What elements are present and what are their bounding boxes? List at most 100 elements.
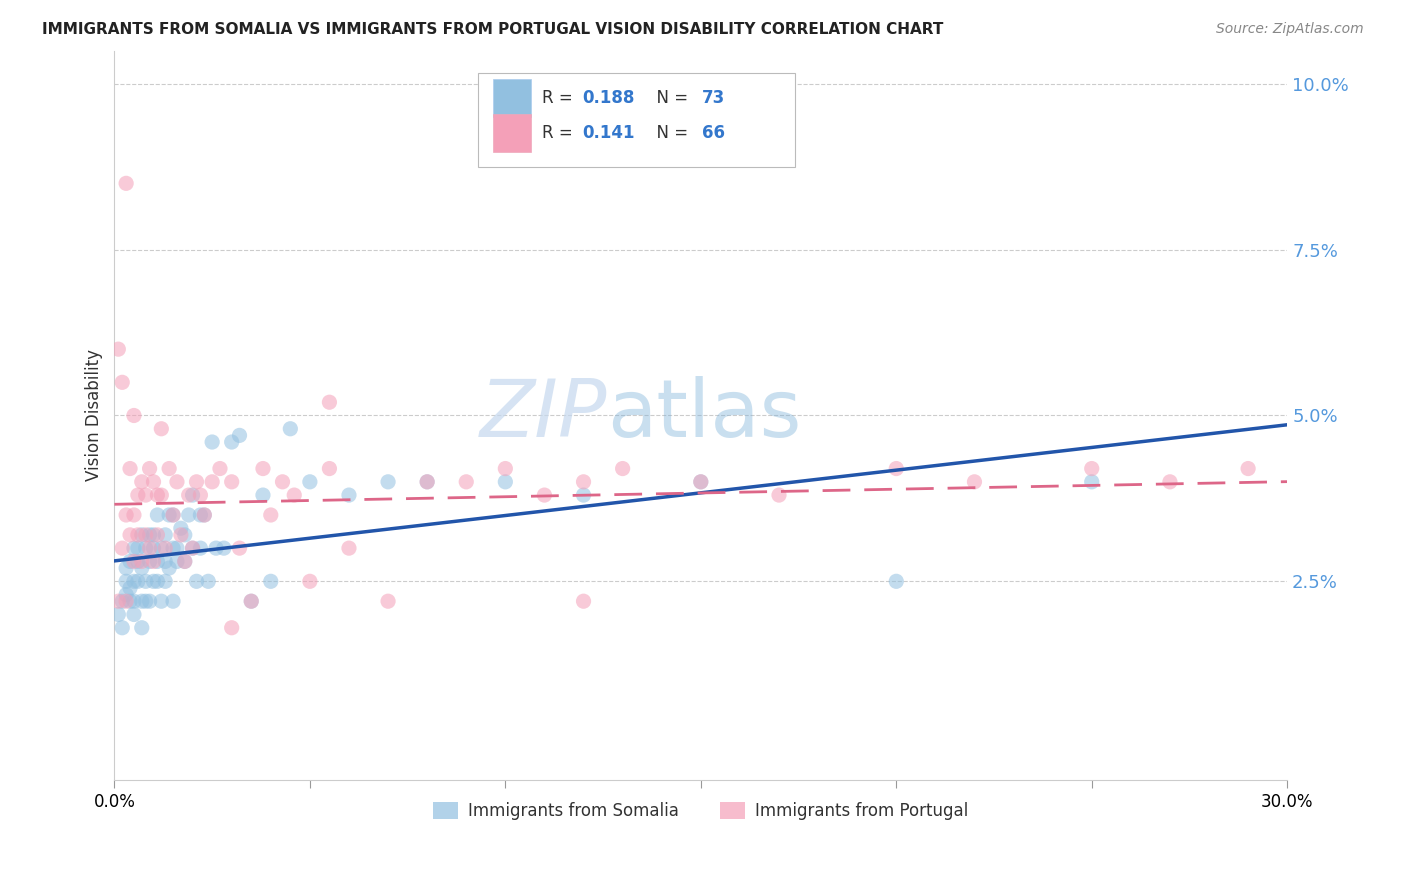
Point: [122, 409, 145, 423]
Point: [122, 508, 145, 522]
Point: [181, 541, 204, 556]
Point: [150, 422, 173, 436]
Point: [689, 475, 711, 489]
Point: [146, 574, 169, 589]
Text: N =: N =: [645, 124, 693, 142]
Point: [260, 574, 283, 589]
FancyBboxPatch shape: [478, 72, 794, 168]
Point: [166, 541, 188, 556]
Point: [146, 554, 169, 568]
Point: [170, 521, 193, 535]
Point: [963, 475, 986, 489]
Point: [162, 541, 184, 556]
Point: [115, 588, 138, 602]
Point: [177, 488, 200, 502]
Point: [533, 488, 555, 502]
Point: [127, 528, 149, 542]
Point: [221, 435, 243, 450]
Point: [252, 488, 274, 502]
Point: [135, 528, 157, 542]
Point: [122, 554, 145, 568]
Point: [131, 475, 153, 489]
Point: [111, 621, 134, 635]
Point: [150, 541, 173, 556]
Point: [193, 508, 215, 522]
Point: [122, 594, 145, 608]
Point: [252, 461, 274, 475]
Text: R =: R =: [543, 124, 578, 142]
Point: [416, 475, 439, 489]
Point: [260, 508, 283, 522]
Point: [155, 574, 177, 589]
Point: [131, 621, 153, 635]
Point: [221, 475, 243, 489]
Point: [111, 594, 134, 608]
Text: 66: 66: [702, 124, 725, 142]
Point: [173, 554, 195, 568]
Point: [142, 541, 165, 556]
Point: [283, 488, 305, 502]
Point: [157, 561, 180, 575]
Point: [1080, 461, 1102, 475]
Text: ZIP: ZIP: [479, 376, 607, 455]
Point: [142, 475, 165, 489]
Point: [205, 541, 228, 556]
Point: [190, 508, 212, 522]
Point: [197, 574, 219, 589]
Point: [193, 508, 215, 522]
Point: [122, 574, 145, 589]
Point: [138, 541, 160, 556]
Point: [162, 594, 184, 608]
Point: [190, 541, 212, 556]
Point: [135, 488, 157, 502]
Point: [118, 528, 141, 542]
Point: [146, 488, 169, 502]
Point: [107, 342, 129, 356]
Point: [170, 528, 193, 542]
Point: [166, 554, 188, 568]
Point: [494, 475, 516, 489]
Point: [494, 461, 516, 475]
Point: [115, 177, 138, 191]
Point: [155, 541, 177, 556]
Point: [201, 475, 224, 489]
Point: [142, 528, 165, 542]
Point: [162, 508, 184, 522]
Point: [118, 581, 141, 595]
Point: [1080, 475, 1102, 489]
Point: [190, 488, 212, 502]
Text: atlas: atlas: [607, 376, 801, 455]
Point: [107, 594, 129, 608]
Point: [127, 554, 149, 568]
Point: [115, 508, 138, 522]
Point: [201, 435, 224, 450]
Point: [1159, 475, 1181, 489]
Point: [131, 528, 153, 542]
Point: [115, 574, 138, 589]
Point: [212, 541, 235, 556]
Point: [142, 574, 165, 589]
Point: [155, 528, 177, 542]
Text: N =: N =: [645, 89, 693, 107]
Point: [208, 461, 231, 475]
Point: [135, 594, 157, 608]
Point: [181, 541, 204, 556]
Point: [228, 428, 250, 442]
Point: [278, 422, 301, 436]
Point: [131, 561, 153, 575]
Point: [612, 461, 634, 475]
Point: [572, 488, 595, 502]
Point: [162, 508, 184, 522]
Point: [115, 561, 138, 575]
Point: [146, 508, 169, 522]
Point: [122, 607, 145, 622]
Point: [768, 488, 790, 502]
Point: [337, 541, 360, 556]
Text: Source: ZipAtlas.com: Source: ZipAtlas.com: [1216, 22, 1364, 37]
Point: [135, 541, 157, 556]
Point: [240, 594, 263, 608]
Point: [118, 461, 141, 475]
Point: [131, 594, 153, 608]
Point: [118, 554, 141, 568]
Point: [228, 541, 250, 556]
